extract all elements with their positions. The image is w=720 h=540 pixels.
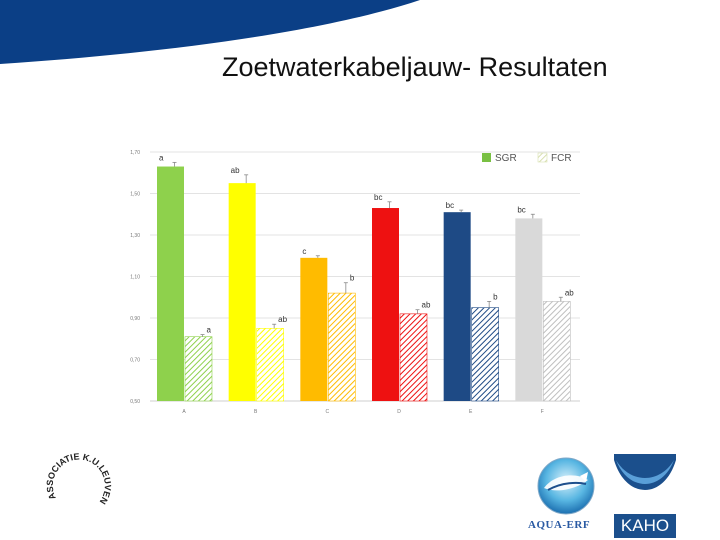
svg-text:ASSOCIATIE K.U.LEUVEN: ASSOCIATIE K.U.LEUVEN (45, 451, 113, 506)
significance-label: b (350, 274, 355, 283)
y-tick-label: 1,50 (130, 192, 140, 198)
grid-lines (150, 151, 580, 402)
kaho-label: KAHO (614, 514, 676, 538)
bar-sgr-e (443, 212, 471, 401)
y-tick-label: 1,10 (130, 275, 140, 281)
legend-swatch (537, 152, 548, 163)
y-axis-ticks: 0,50 0,70 0,90 1,10 1,30 1,50 1,70 (130, 150, 140, 405)
kuleuven-association-logo: ASSOCIATIE K.U.LEUVEN (45, 451, 113, 506)
bar-fcr-e (471, 307, 499, 402)
significance-label: a (159, 153, 164, 162)
bar-fcr-c (328, 292, 356, 402)
bar-fcr-a (184, 336, 213, 402)
legend-swatch (482, 153, 491, 162)
significance-label: bc (374, 193, 382, 202)
bar-sgr-c (300, 257, 328, 401)
legend-label: SGR (495, 153, 517, 164)
header-banner (0, 0, 420, 64)
bar-chart: 0,500,700,901,101,301,501,70 aaababcbbca… (130, 150, 580, 415)
slide-title: Zoetwaterkabeljauw- Resultaten (222, 52, 608, 82)
bar-fcr-b (256, 328, 284, 402)
legend-label: FCR (551, 153, 572, 164)
significance-label: ab (278, 315, 287, 324)
aqua-erf-logo (537, 457, 595, 515)
bars: a a ab ab c b bc ab bc b bc ab (157, 153, 574, 402)
x-axis-labels: A B C D E F (182, 409, 544, 415)
bar-sgr-b (228, 183, 256, 401)
x-category-label: B (254, 409, 258, 415)
bar-fcr-f (543, 301, 571, 402)
x-category-label: C (326, 409, 330, 415)
aqua-erf-label: AQUA-ERF (528, 519, 591, 531)
significance-label: bc (446, 201, 454, 210)
significance-label: ab (565, 288, 574, 297)
x-category-label: F (541, 409, 544, 415)
bar-fcr-d (399, 313, 428, 402)
y-tick-label: 1,70 (130, 150, 140, 156)
bar-sgr-f (515, 218, 543, 401)
significance-label: a (207, 326, 212, 335)
bar-sgr-d (372, 208, 399, 401)
significance-label: ab (231, 166, 240, 175)
y-tick-label: 0,70 (130, 358, 140, 364)
x-category-label: E (469, 409, 473, 415)
logo-left-text: ASSOCIATIE K.U.LEUVEN (45, 451, 113, 506)
kaho-logo (614, 454, 676, 538)
y-tick-label: 0,90 (130, 316, 140, 322)
x-category-label: A (182, 409, 186, 415)
y-tick-label: 0,50 (130, 399, 140, 405)
x-category-label: D (397, 409, 401, 415)
significance-label: c (302, 247, 306, 256)
significance-label: ab (422, 301, 431, 310)
legend: SGR FCR (482, 152, 572, 164)
bar-sgr-a (157, 166, 184, 401)
y-tick-label: 1,30 (130, 233, 140, 239)
significance-label: b (493, 292, 498, 301)
significance-label: bc (517, 205, 525, 214)
